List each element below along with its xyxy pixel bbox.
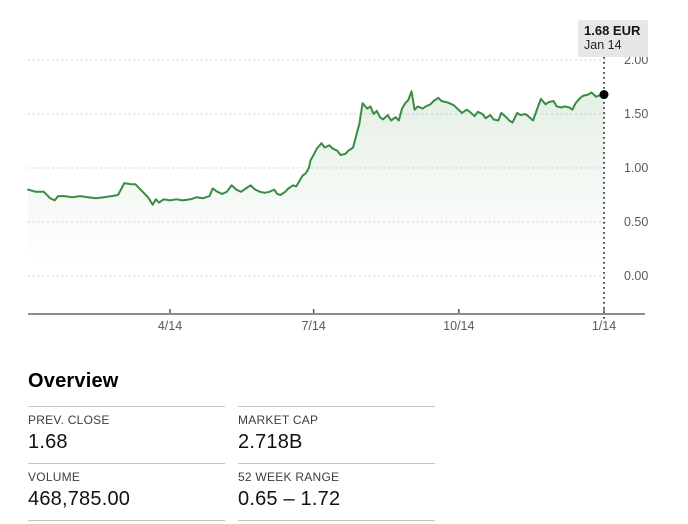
stat-value: 2.718B — [238, 431, 303, 453]
x-axis-label: 1/14 — [591, 319, 617, 333]
stat-value: 1.68 — [28, 431, 68, 453]
price-chart-canvas[interactable] — [0, 0, 688, 352]
stat-label: 52 WEEK RANGE — [238, 470, 340, 484]
stat-market-cap: MARKET CAP 2.718B — [238, 406, 435, 463]
stat-label: MARKET CAP — [238, 413, 319, 427]
stat-value: 468,785.00 — [28, 488, 131, 510]
x-axis-label: 10/14 — [443, 319, 475, 333]
stat-prev-close: PREV. CLOSE 1.68 — [28, 406, 225, 463]
price-chart[interactable]: 1.68 EUR Jan 14 2.00 1.50 1.00 0.50 0.00… — [0, 0, 688, 352]
y-axis-label: 0.50 — [624, 215, 649, 229]
stat-value: 0.65 – 1.72 — [238, 488, 341, 510]
stat-label: VOLUME — [28, 470, 81, 484]
tooltip-price: 1.68 EUR — [584, 23, 641, 38]
y-axis-label: 0.00 — [624, 269, 649, 283]
x-axis-label: 7/14 — [301, 319, 326, 333]
stat-volume: VOLUME 468,785.00 — [28, 463, 225, 521]
y-axis-label: 1.00 — [624, 161, 649, 175]
x-axis-label: 4/14 — [157, 319, 183, 333]
stat-52-week-range: 52 WEEK RANGE 0.65 – 1.72 — [238, 463, 435, 521]
overview-stats: PREV. CLOSE 1.68 MARKET CAP 2.718B VOLUM… — [28, 406, 688, 521]
tooltip-date: Jan 14 — [584, 38, 622, 52]
overview-section: Overview PREV. CLOSE 1.68 MARKET CAP 2.7… — [0, 370, 688, 521]
cursor-tooltip: 1.68 EUR Jan 14 — [578, 20, 649, 57]
overview-title: Overview — [28, 370, 119, 392]
y-axis-label: 1.50 — [624, 107, 649, 121]
stat-label: PREV. CLOSE — [28, 413, 110, 427]
